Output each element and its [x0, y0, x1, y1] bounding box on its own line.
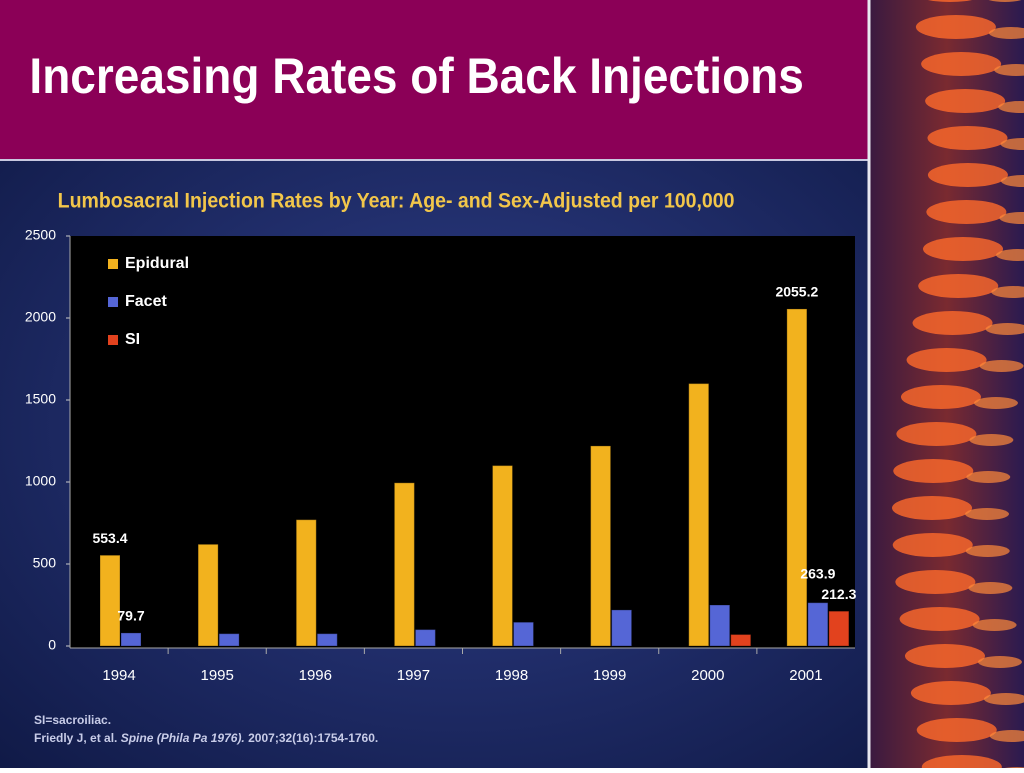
legend-label: Epidural [125, 255, 189, 272]
vertebra-process [999, 212, 1024, 224]
vertebra [892, 496, 973, 520]
value-label: 553.4 [92, 530, 127, 546]
legend-label: SI [125, 331, 140, 348]
chart-title: Lumbosacral Injection Rates by Year: Age… [58, 190, 735, 213]
bar [120, 632, 142, 647]
value-label: 79.7 [117, 608, 144, 624]
citation-authors: Friedly J, et al. [34, 731, 117, 745]
legend-swatch [108, 297, 118, 307]
bar [513, 621, 534, 647]
vertebra-process [985, 323, 1024, 335]
vertebra [892, 533, 973, 557]
vertebra [927, 163, 1008, 187]
x-tick-label: 2000 [691, 667, 724, 684]
bar [786, 308, 808, 647]
bar [316, 633, 338, 647]
vertebra [927, 0, 973, 2]
bar [492, 465, 513, 647]
vertebra-process [968, 582, 1013, 594]
x-tick-label: 2001 [789, 667, 822, 684]
bar [730, 634, 752, 647]
y-tick-label: 1500 [25, 391, 56, 407]
y-tick-label: 0 [48, 637, 56, 653]
x-tick-label: 1996 [299, 667, 332, 684]
vertebra [893, 459, 974, 483]
slide-title: Increasing Rates of Back Injections [29, 49, 803, 104]
vertebra-process [969, 434, 1014, 446]
vertebra-process [991, 286, 1024, 298]
vertebra-process [966, 471, 1011, 483]
x-tick-label: 1997 [397, 667, 430, 684]
legend-swatch [108, 335, 118, 345]
vertebra-process [965, 545, 1010, 557]
vertebra-process [983, 693, 1024, 705]
vertebra-process [996, 249, 1024, 261]
bar [197, 543, 219, 647]
spine-vertebrae [892, 0, 1024, 773]
vertebra [910, 681, 991, 705]
bar [393, 482, 415, 647]
vertebra [915, 15, 996, 39]
citation: Friedly J, et al. Spine (Phila Pa 1976).… [34, 731, 378, 745]
vertebra [896, 422, 977, 446]
bar [807, 602, 829, 647]
bar [828, 610, 850, 647]
vertebra-process [988, 0, 1022, 2]
citation-details: 2007;32(16):1754-1760. [248, 731, 378, 745]
vertebra-process [972, 619, 1017, 631]
vertebra-process [998, 101, 1024, 113]
bar [99, 554, 121, 647]
bar [688, 383, 710, 647]
vertebra [921, 52, 1002, 76]
value-label: 212.3 [821, 586, 856, 602]
value-label: 2055.2 [775, 284, 818, 300]
vertebra [927, 126, 1008, 150]
bar [590, 445, 612, 647]
vertebra [900, 385, 981, 409]
footnote: SI=sacroiliac. [34, 713, 111, 727]
y-tick-label: 1000 [25, 473, 56, 489]
vertebra [904, 644, 985, 668]
vertebra-process [1000, 175, 1024, 187]
vertebra [916, 718, 997, 742]
value-label: 263.9 [800, 565, 835, 581]
bar [218, 633, 240, 647]
vertebra-process [977, 656, 1022, 668]
bar [611, 609, 633, 647]
x-tick-label: 1994 [102, 667, 135, 684]
plot-area [70, 236, 855, 648]
bar [414, 629, 436, 647]
vertebra [925, 89, 1006, 113]
y-tick-label: 2000 [25, 309, 56, 325]
title-band [0, 0, 868, 160]
x-tick-label: 1995 [201, 667, 234, 684]
vertebra-process [1000, 138, 1024, 150]
citation-journal: Spine (Phila Pa 1976). [121, 731, 245, 745]
legend-label: Facet [125, 293, 167, 310]
vertebra-process [979, 360, 1024, 372]
vertebra [906, 348, 987, 372]
vertebra [895, 570, 976, 594]
vertebra [899, 607, 980, 631]
chart: 0 500 1000 1500 2000 2500 1994 553.4 79.7 1995 199… [25, 227, 857, 684]
x-tick-label: 1998 [495, 667, 528, 684]
vertebra [918, 274, 999, 298]
vertebra-process [994, 64, 1024, 76]
vertebra [923, 237, 1004, 261]
vertebra-process [988, 27, 1024, 39]
x-tick-label: 1999 [593, 667, 626, 684]
vertebra-process [973, 397, 1018, 409]
vertebra-process [965, 508, 1010, 520]
legend-swatch [108, 259, 118, 269]
vertebra [912, 311, 993, 335]
vertebra-process [989, 730, 1024, 742]
bar [295, 519, 317, 647]
y-tick-label: 2500 [25, 227, 56, 243]
y-tick-label: 500 [33, 555, 57, 571]
vertebra [926, 200, 1007, 224]
bar [709, 604, 731, 647]
